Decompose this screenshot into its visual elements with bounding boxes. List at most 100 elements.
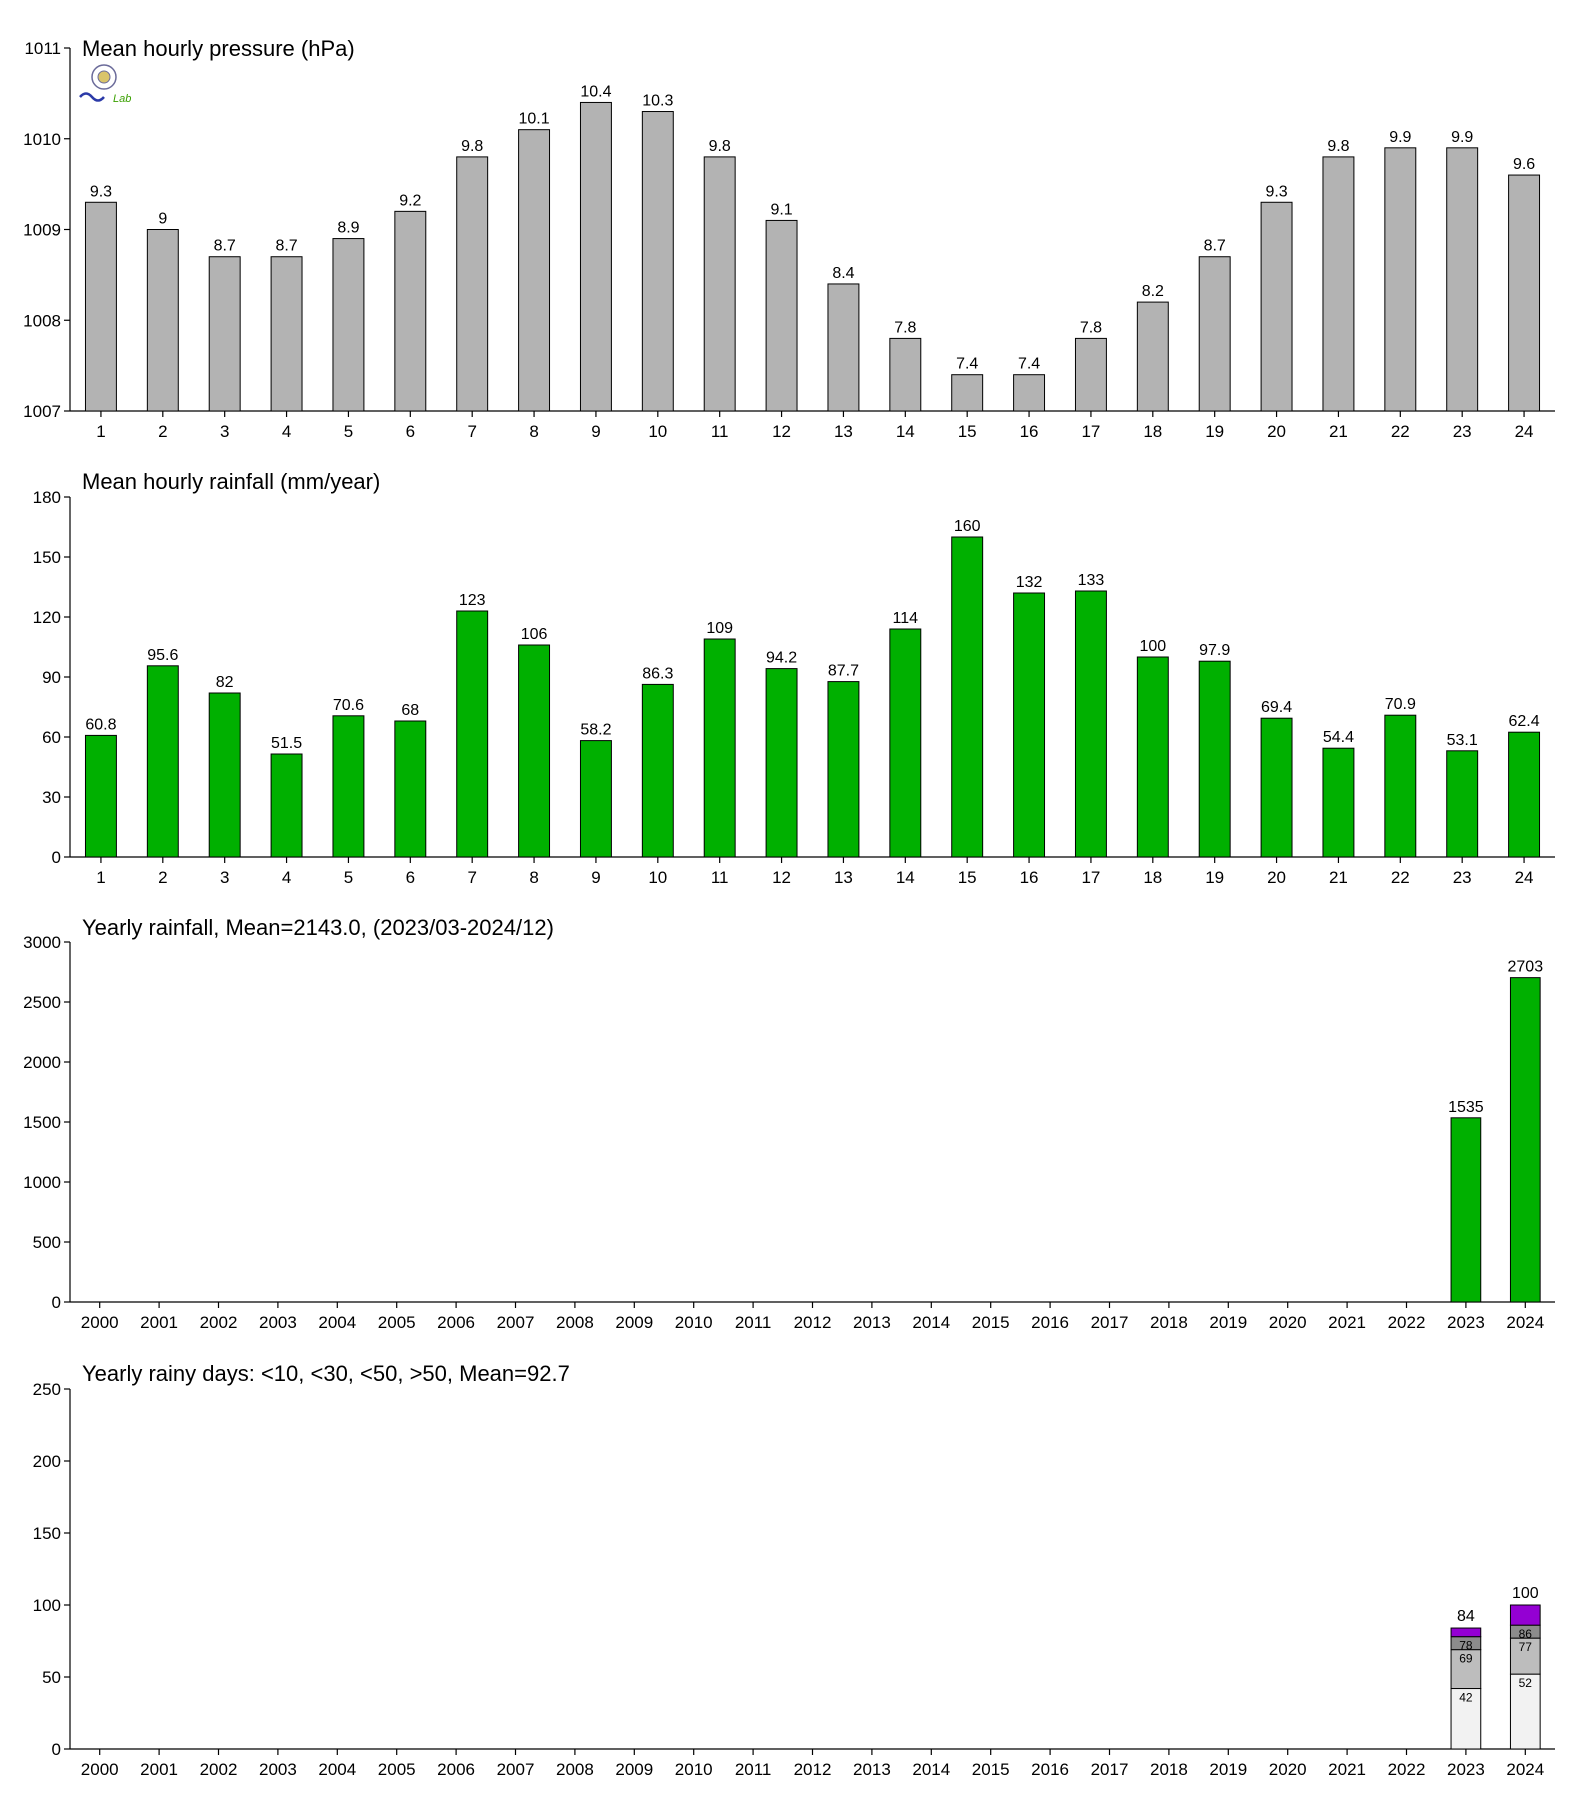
bar <box>1508 174 1541 412</box>
bar-value-label: 94.2 <box>766 650 797 667</box>
x-tick-label: 22 <box>1391 868 1410 887</box>
stack-total-label: 100 <box>1512 1585 1539 1602</box>
stacked-bar-segment <box>1450 1627 1482 1638</box>
x-tick-label: 14 <box>896 868 915 887</box>
x-tick-label: 2011 <box>735 1760 772 1779</box>
bar <box>84 734 117 858</box>
stack-value-label: 69 <box>1459 1652 1473 1666</box>
y-tick-label: 30 <box>42 788 61 807</box>
x-tick-label: 2004 <box>318 1760 356 1779</box>
x-tick-label: 2021 <box>1328 1313 1366 1332</box>
x-tick-label: 2000 <box>81 1313 119 1332</box>
bar-value-label: 8.4 <box>832 265 854 282</box>
bar-value-label: 109 <box>706 620 733 637</box>
x-tick-label: 2023 <box>1447 1760 1485 1779</box>
x-tick-label: 15 <box>958 868 977 887</box>
bar-value-label: 132 <box>1016 574 1043 591</box>
x-tick-label: 2 <box>158 868 167 887</box>
bar-value-label: 58.2 <box>580 722 611 739</box>
x-tick-label: 2020 <box>1269 1313 1307 1332</box>
x-tick-label: 2008 <box>556 1313 594 1332</box>
x-tick-label: 10 <box>648 868 667 887</box>
bar <box>518 129 551 412</box>
bar-value-label: 8.2 <box>1142 283 1164 300</box>
bar <box>579 740 612 858</box>
stack-value-label: 42 <box>1459 1691 1473 1705</box>
bar <box>1013 592 1046 858</box>
stack-value-label: 86 <box>1519 1627 1533 1641</box>
bar-value-label: 62.4 <box>1508 713 1539 730</box>
bar <box>146 665 179 858</box>
x-tick-label: 2013 <box>853 1760 891 1779</box>
x-tick-label: 13 <box>834 422 853 441</box>
x-tick-label: 2017 <box>1091 1313 1129 1332</box>
y-tick-label: 2500 <box>23 993 61 1012</box>
x-tick-label: 2024 <box>1506 1760 1544 1779</box>
x-tick-label: 2005 <box>378 1313 416 1332</box>
bar <box>208 256 241 412</box>
bar <box>1074 590 1107 858</box>
bar-value-label: 10.4 <box>580 83 611 100</box>
x-tick-label: 2010 <box>675 1313 713 1332</box>
x-tick-label: 3 <box>220 868 229 887</box>
bar <box>765 219 798 412</box>
bar <box>889 337 922 412</box>
bar <box>1260 717 1293 858</box>
bar <box>579 101 612 412</box>
x-tick-label: 2001 <box>140 1760 178 1779</box>
x-tick-label: 9 <box>591 868 600 887</box>
bar-value-label: 9.9 <box>1451 129 1473 146</box>
x-tick-label: 5 <box>344 868 353 887</box>
bar <box>394 720 427 858</box>
bar-value-label: 8.7 <box>1204 238 1226 255</box>
bar <box>1198 660 1231 858</box>
bar <box>827 681 860 858</box>
bar-value-label: 70.6 <box>333 697 364 714</box>
bar <box>1198 256 1231 412</box>
bar <box>951 536 984 858</box>
bar-value-label: 95.6 <box>147 647 178 664</box>
bar-value-label: 9.2 <box>399 192 421 209</box>
bar <box>1260 201 1293 412</box>
x-tick-label: 2024 <box>1506 1313 1544 1332</box>
x-tick-label: 2014 <box>912 1313 950 1332</box>
x-tick-label: 2007 <box>497 1313 535 1332</box>
x-tick-label: 13 <box>834 868 853 887</box>
bar-value-label: 114 <box>893 610 919 627</box>
y-tick-label: 0 <box>52 1293 61 1312</box>
y-tick-label: 1000 <box>23 1173 61 1192</box>
bar <box>703 156 736 412</box>
x-tick-label: 24 <box>1515 868 1534 887</box>
x-tick-label: 22 <box>1391 422 1410 441</box>
x-tick-label: 2011 <box>735 1313 772 1332</box>
bar-value-label: 9.8 <box>461 138 483 155</box>
bar <box>1384 714 1417 858</box>
x-tick-label: 19 <box>1205 868 1224 887</box>
x-tick-label: 1 <box>96 868 105 887</box>
bar-value-label: 60.8 <box>85 716 116 733</box>
bar <box>1450 1117 1482 1303</box>
bar <box>332 715 365 858</box>
y-tick-label: 0 <box>52 848 61 867</box>
y-tick-label: 60 <box>42 728 61 747</box>
chart-title: Yearly rainfall, Mean=2143.0, (2023/03-2… <box>82 915 554 940</box>
chart-title: Yearly rainy days: <10, <30, <50, >50, M… <box>82 1361 570 1386</box>
y-tick-label: 1008 <box>23 311 61 330</box>
x-tick-label: 2000 <box>81 1760 119 1779</box>
bar-value-label: 9.9 <box>1389 129 1411 146</box>
x-tick-label: 2012 <box>794 1760 832 1779</box>
x-tick-label: 5 <box>344 422 353 441</box>
x-tick-label: 11 <box>711 422 729 441</box>
x-tick-label: 3 <box>220 422 229 441</box>
x-tick-label: 2023 <box>1447 1313 1485 1332</box>
x-tick-label: 24 <box>1515 422 1534 441</box>
bar-value-label: 160 <box>954 518 981 535</box>
x-tick-label: 21 <box>1329 868 1348 887</box>
x-tick-label: 2013 <box>853 1313 891 1332</box>
y-tick-label: 250 <box>33 1380 61 1399</box>
bar <box>1508 731 1541 858</box>
x-tick-label: 2002 <box>200 1760 238 1779</box>
bar-value-label: 82 <box>216 674 234 691</box>
x-tick-label: 2015 <box>972 1760 1010 1779</box>
bar <box>270 256 303 412</box>
